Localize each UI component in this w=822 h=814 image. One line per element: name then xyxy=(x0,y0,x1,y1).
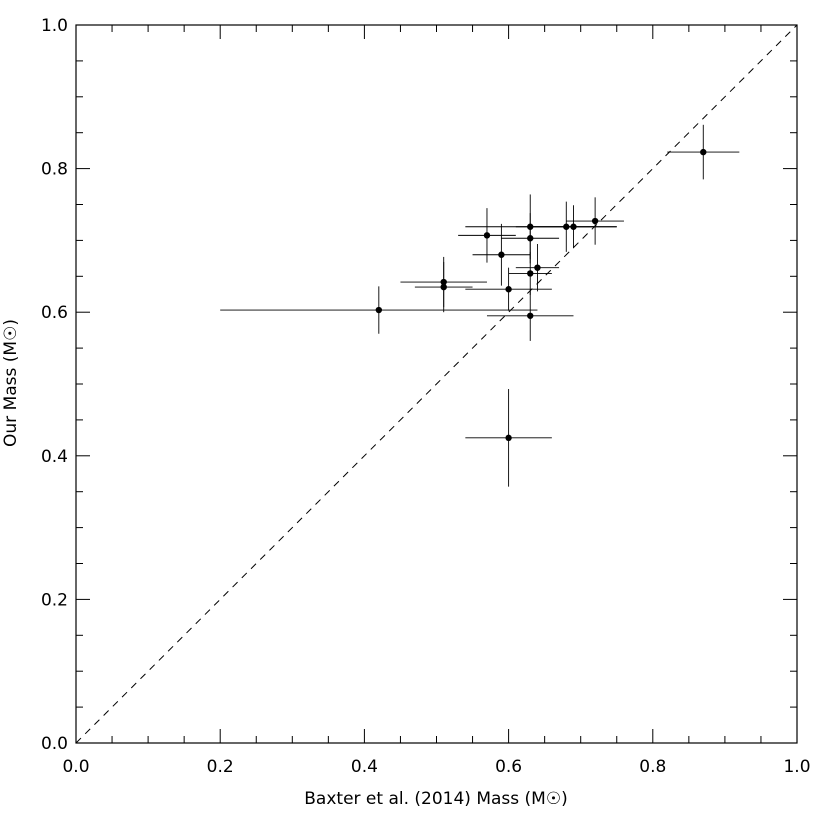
data-point xyxy=(527,235,534,242)
data-points xyxy=(375,148,707,442)
x-tick-label: 0.6 xyxy=(495,757,522,777)
x-tick-label: 0.0 xyxy=(62,757,89,777)
x-axis-label: Baxter et al. (2014) Mass (M☉) xyxy=(304,789,567,809)
y-tick-label: 0.0 xyxy=(41,734,68,754)
data-point xyxy=(483,232,491,239)
y-tick-label: 0.6 xyxy=(41,303,68,323)
axis-ticks xyxy=(75,24,798,744)
x-tick-label: 0.4 xyxy=(351,757,378,777)
x-tick-label: 0.2 xyxy=(207,757,234,777)
data-point xyxy=(563,223,570,230)
y-axis-label: Our Mass (M☉) xyxy=(1,319,21,447)
identity-line-group xyxy=(75,24,798,744)
data-point xyxy=(700,148,707,156)
x-tick-labels: 0.0 0.2 0.4 0.6 0.8 1.0 xyxy=(62,757,810,777)
data-point xyxy=(440,278,447,286)
data-point xyxy=(527,223,534,230)
data-point xyxy=(440,283,447,291)
data-point xyxy=(375,306,383,314)
data-point xyxy=(591,217,599,225)
y-tick-label: 0.2 xyxy=(41,590,68,610)
identity-line xyxy=(75,24,798,744)
data-point xyxy=(505,434,512,442)
y-tick-label: 1.0 xyxy=(41,16,68,36)
x-tick-label: 1.0 xyxy=(783,757,810,777)
y-tick-labels: 0.0 0.2 0.4 0.6 0.8 1.0 xyxy=(41,16,68,754)
error-bars xyxy=(220,124,740,487)
data-point xyxy=(527,312,534,319)
data-point xyxy=(505,286,512,293)
y-tick-label: 0.4 xyxy=(41,447,68,467)
x-tick-label: 0.8 xyxy=(639,757,666,777)
data-point xyxy=(534,264,541,271)
data-point xyxy=(498,251,505,258)
data-point xyxy=(570,223,577,230)
data-point xyxy=(527,270,534,277)
y-tick-label: 0.8 xyxy=(41,160,68,180)
